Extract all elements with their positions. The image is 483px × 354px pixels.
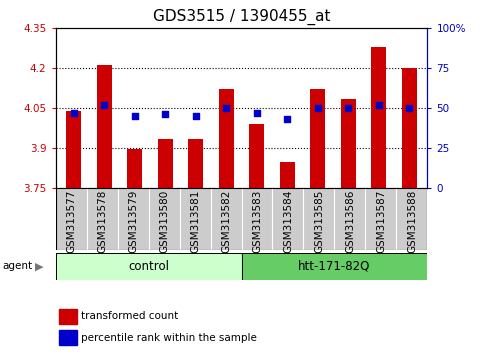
- Text: GSM313583: GSM313583: [252, 189, 262, 253]
- Bar: [249, 124, 264, 188]
- Bar: [66, 110, 82, 188]
- Bar: [242, 253, 427, 280]
- Bar: [310, 89, 326, 188]
- Bar: [56, 253, 242, 280]
- Text: GSM313582: GSM313582: [221, 189, 231, 253]
- FancyBboxPatch shape: [86, 188, 117, 250]
- Text: agent: agent: [2, 261, 32, 272]
- Text: percentile rank within the sample: percentile rank within the sample: [81, 332, 256, 343]
- Point: [375, 102, 383, 108]
- FancyBboxPatch shape: [211, 188, 242, 250]
- FancyBboxPatch shape: [397, 188, 427, 250]
- Point: [405, 105, 413, 111]
- Text: GSM313588: GSM313588: [407, 189, 417, 253]
- Bar: [280, 162, 295, 188]
- Text: transformed count: transformed count: [81, 312, 178, 321]
- FancyBboxPatch shape: [366, 188, 397, 250]
- Point: [100, 102, 108, 108]
- FancyBboxPatch shape: [334, 188, 366, 250]
- Text: control: control: [128, 260, 169, 273]
- FancyBboxPatch shape: [149, 188, 180, 250]
- FancyBboxPatch shape: [117, 188, 149, 250]
- Text: GSM313586: GSM313586: [345, 189, 355, 253]
- Text: GSM313577: GSM313577: [66, 189, 76, 253]
- Bar: [59, 330, 77, 345]
- Text: ▶: ▶: [35, 261, 44, 272]
- FancyBboxPatch shape: [303, 188, 334, 250]
- Bar: [59, 309, 77, 324]
- Bar: [401, 68, 417, 188]
- Point: [161, 112, 169, 117]
- Bar: [219, 89, 234, 188]
- Text: GSM313578: GSM313578: [97, 189, 107, 253]
- FancyBboxPatch shape: [56, 188, 86, 250]
- Point: [192, 113, 199, 119]
- Point: [314, 105, 322, 111]
- FancyBboxPatch shape: [242, 188, 272, 250]
- Text: GSM313587: GSM313587: [376, 189, 386, 253]
- FancyBboxPatch shape: [272, 188, 303, 250]
- Bar: [157, 138, 173, 188]
- Bar: [371, 47, 386, 188]
- Text: GSM313580: GSM313580: [159, 189, 169, 253]
- Text: htt-171-82Q: htt-171-82Q: [298, 260, 370, 273]
- Point: [222, 105, 230, 111]
- Point: [344, 105, 352, 111]
- Point: [253, 110, 261, 115]
- Bar: [97, 65, 112, 188]
- Bar: [127, 149, 142, 188]
- Text: GSM313585: GSM313585: [314, 189, 324, 253]
- Text: GSM313579: GSM313579: [128, 189, 138, 253]
- Bar: [341, 99, 356, 188]
- Text: GSM313584: GSM313584: [283, 189, 293, 253]
- Point: [70, 110, 78, 115]
- Point: [284, 116, 291, 122]
- Text: GDS3515 / 1390455_at: GDS3515 / 1390455_at: [153, 9, 330, 25]
- Text: GSM313581: GSM313581: [190, 189, 200, 253]
- Bar: [188, 138, 203, 188]
- FancyBboxPatch shape: [180, 188, 211, 250]
- Point: [131, 113, 139, 119]
